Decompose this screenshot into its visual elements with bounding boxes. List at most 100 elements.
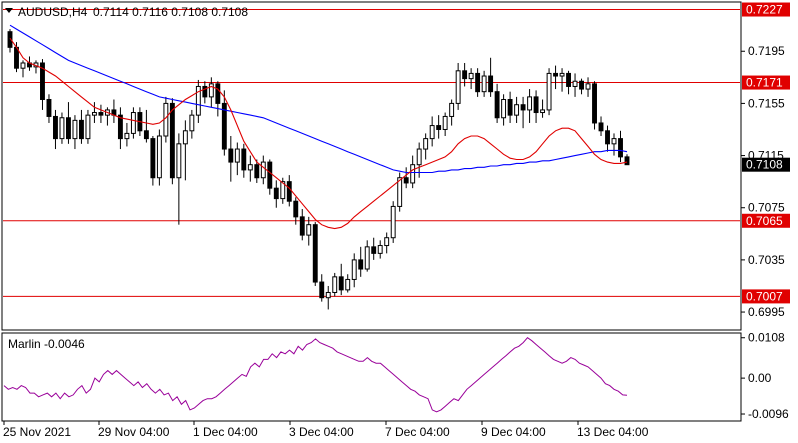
bullish-candle xyxy=(260,161,266,179)
bearish-candle xyxy=(533,96,539,114)
bullish-candle xyxy=(546,72,552,111)
price-tick-label: 0.7155 xyxy=(748,96,785,110)
marlin-line xyxy=(3,337,628,413)
marlin-indicator xyxy=(3,337,628,413)
collapse-triangle-icon[interactable] xyxy=(5,8,13,13)
bearish-candle xyxy=(553,72,559,77)
horizontal-levels xyxy=(3,9,740,297)
bearish-candle xyxy=(618,138,623,158)
bullish-candle xyxy=(345,278,351,291)
bullish-candle xyxy=(410,164,416,184)
bearish-candle xyxy=(7,31,13,48)
bearish-candle xyxy=(66,117,71,140)
bullish-candle xyxy=(390,205,396,239)
price-tags: 0.7227 0.7171 0.7065 0.7007 0.7108 xyxy=(742,3,790,304)
bearish-candle xyxy=(403,177,409,184)
bearish-candle xyxy=(254,164,260,179)
red-moving-average-line xyxy=(9,37,628,230)
time-axis: 25 Nov 2021 29 Nov 04:00 1 Dec 04:00 3 Dec … xyxy=(3,421,649,439)
bearish-candle xyxy=(494,91,500,119)
bearish-candle xyxy=(566,72,571,87)
bearish-candle xyxy=(78,119,84,140)
bullish-candle xyxy=(182,130,188,145)
bearish-candle xyxy=(488,75,494,93)
bullish-candle xyxy=(332,276,338,293)
bearish-candle xyxy=(605,130,610,145)
marlin-title: Marlin -0.0046 xyxy=(8,337,85,351)
bullish-candle xyxy=(364,246,370,270)
bearish-candle xyxy=(221,102,227,150)
time-tick-label: 3 Dec 04:00 xyxy=(289,425,354,439)
bullish-candle xyxy=(189,114,195,132)
bullish-candle xyxy=(501,98,507,119)
bullish-candle xyxy=(306,224,312,236)
price-tick-label: 0.7075 xyxy=(748,201,785,215)
bullish-candle xyxy=(559,72,565,77)
blue-moving-average-line xyxy=(9,24,628,174)
price-tick-label: 0.7195 xyxy=(748,44,785,58)
moving-averages xyxy=(9,24,628,230)
bullish-candle xyxy=(481,75,487,93)
main-panel-frame xyxy=(1,1,742,331)
chart-symbol: AUDUSD,H4 xyxy=(18,5,88,19)
bullish-candle xyxy=(384,237,390,247)
bearish-candle xyxy=(40,62,45,100)
candlesticks xyxy=(7,29,630,310)
bullish-candle xyxy=(455,70,461,104)
bullish-candle xyxy=(377,245,383,254)
bearish-candle xyxy=(117,114,123,140)
marlin-tick-label: -0.0096 xyxy=(748,407,789,421)
bullish-candle xyxy=(449,102,455,117)
bullish-candle xyxy=(91,112,97,116)
level-tag-label: 0.7171 xyxy=(746,76,783,90)
bearish-candle xyxy=(267,161,273,189)
level-tag xyxy=(742,75,790,90)
bearish-candle xyxy=(150,138,156,179)
bearish-candle xyxy=(293,200,299,218)
bearish-candle xyxy=(520,104,526,111)
bearish-candle xyxy=(228,148,234,163)
level-tag xyxy=(742,213,790,228)
current-price-tag xyxy=(742,157,790,172)
bullish-candle xyxy=(124,132,130,140)
bullish-candle xyxy=(234,148,240,163)
bearish-candle xyxy=(475,72,481,93)
level-tag-label: 0.7007 xyxy=(746,289,783,303)
bullish-candle xyxy=(156,135,162,179)
bullish-candle xyxy=(280,181,286,200)
bearish-candle xyxy=(579,80,584,90)
bearish-candle xyxy=(319,281,325,299)
bullish-candle xyxy=(514,104,520,116)
bearish-candle xyxy=(299,216,305,236)
bullish-candle xyxy=(585,83,591,90)
time-tick-label: 9 Dec 04:00 xyxy=(481,425,546,439)
bullish-candle xyxy=(163,102,169,137)
chart-ohlc: 0.7114 0.7116 0.7108 0.7108 xyxy=(93,5,248,19)
bullish-candle xyxy=(176,143,182,179)
bearish-candle xyxy=(358,259,364,270)
bearish-candle xyxy=(53,115,58,140)
bullish-candle xyxy=(572,80,578,87)
time-tick-label: 25 Nov 2021 xyxy=(3,425,71,439)
bearish-candle xyxy=(202,85,208,98)
bullish-candle xyxy=(611,138,617,145)
bearish-candle xyxy=(169,102,175,179)
marlin-axis: 0.0108 0.00 -0.0096 xyxy=(741,331,789,421)
marlin-tick-label: 0.00 xyxy=(748,371,772,385)
time-tick-label: 7 Dec 04:00 xyxy=(385,425,450,439)
bearish-candle xyxy=(312,224,318,283)
bullish-candle xyxy=(208,83,214,98)
time-tick-label: 1 Dec 04:00 xyxy=(193,425,258,439)
bullish-candle xyxy=(416,148,422,166)
bearish-candle xyxy=(598,122,604,132)
indicator-panel-frame xyxy=(1,332,742,422)
bullish-candle xyxy=(195,85,201,116)
price-tick-label: 0.7035 xyxy=(748,253,785,267)
bullish-candle xyxy=(247,164,253,171)
time-tick-label: 13 Dec 04:00 xyxy=(577,425,649,439)
bearish-candle xyxy=(338,276,344,291)
level-tag xyxy=(742,289,790,304)
bearish-candle xyxy=(371,246,377,254)
